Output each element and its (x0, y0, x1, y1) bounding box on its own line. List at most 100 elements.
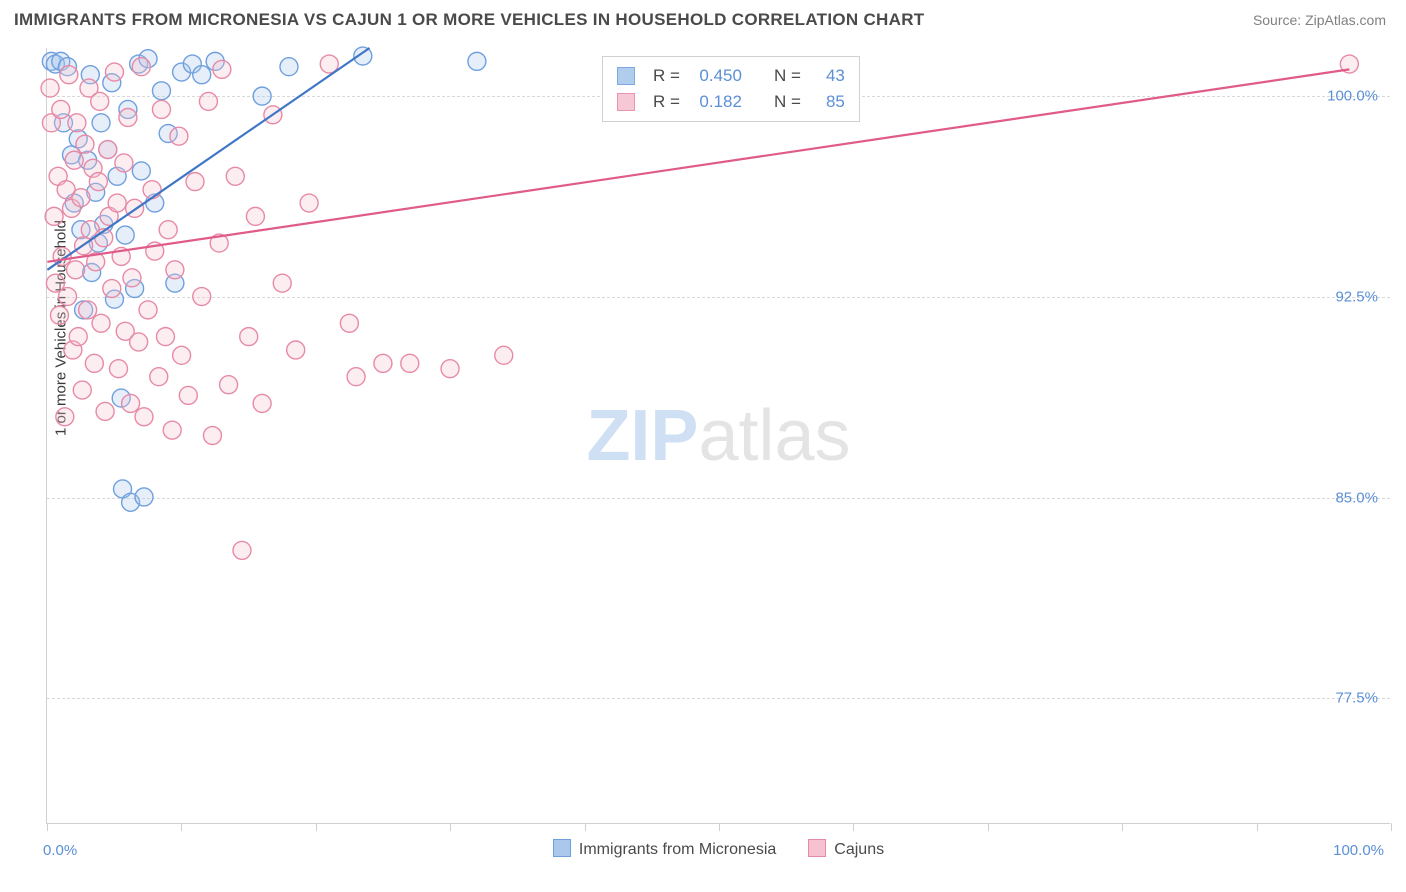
corr-r-value: 0.182 (690, 89, 742, 115)
scatter-point (89, 173, 107, 191)
legend-item: Immigrants from Micronesia (553, 839, 776, 859)
scatter-point (132, 58, 150, 76)
legend-swatch (808, 839, 826, 857)
x-tick (719, 823, 720, 831)
scatter-point (246, 207, 264, 225)
scatter-point (116, 226, 134, 244)
legend-swatch (617, 67, 635, 85)
scatter-point (110, 360, 128, 378)
x-tick (853, 823, 854, 831)
corr-n-label: N = (774, 63, 801, 89)
scatter-point (139, 301, 157, 319)
scatter-point (69, 328, 87, 346)
scatter-point (163, 421, 181, 439)
legend-swatch (553, 839, 571, 857)
x-tick (1257, 823, 1258, 831)
scatter-point (56, 408, 74, 426)
scatter-point (152, 82, 170, 100)
scatter-point (41, 79, 59, 97)
scatter-point (92, 114, 110, 132)
scatter-point (199, 92, 217, 110)
scatter-point (79, 301, 97, 319)
scatter-point (119, 108, 137, 126)
x-tick (585, 823, 586, 831)
scatter-point (441, 360, 459, 378)
scatter-point (105, 63, 123, 81)
scatter-point (73, 381, 91, 399)
x-tick (316, 823, 317, 831)
corr-r-label: R = (653, 63, 680, 89)
scatter-point (60, 66, 78, 84)
scatter-point (143, 181, 161, 199)
scatter-point (347, 368, 365, 386)
scatter-point (122, 394, 140, 412)
scatter-point (156, 328, 174, 346)
scatter-point (468, 52, 486, 70)
corr-n-label: N = (774, 89, 801, 115)
correlation-row: R = 0.450 N = 43 (617, 63, 845, 89)
scatter-point (135, 408, 153, 426)
source-attribution: Source: ZipAtlas.com (1253, 12, 1386, 28)
scatter-point (203, 427, 221, 445)
scatter-point (135, 488, 153, 506)
scatter-point (130, 333, 148, 351)
x-tick (1391, 823, 1392, 831)
corr-n-value: 85 (811, 89, 845, 115)
scatter-point (103, 280, 121, 298)
legend-item: Cajuns (808, 839, 884, 859)
scatter-point (45, 207, 63, 225)
scatter-point (401, 354, 419, 372)
scatter-point (92, 314, 110, 332)
legend-label: Immigrants from Micronesia (579, 841, 776, 858)
chart-plot-area: 100.0%92.5%85.0%77.5% 1 or more Vehicles… (46, 48, 1390, 824)
scatter-point (287, 341, 305, 359)
scatter-point (193, 288, 211, 306)
corr-r-value: 0.450 (690, 63, 742, 89)
scatter-point (96, 402, 114, 420)
series-legend: Immigrants from Micronesia Cajuns (47, 839, 1390, 859)
scatter-point (115, 154, 133, 172)
x-tick (47, 823, 48, 831)
scatter-point (220, 376, 238, 394)
scatter-point (213, 60, 231, 78)
corr-n-value: 43 (811, 63, 845, 89)
scatter-point (50, 306, 68, 324)
scatter-point (166, 261, 184, 279)
scatter-point (76, 135, 94, 153)
scatter-point (159, 221, 177, 239)
scatter-point (193, 66, 211, 84)
legend-swatch (617, 93, 635, 111)
scatter-point (253, 87, 271, 105)
scatter-point (68, 114, 86, 132)
scatter-point (99, 141, 117, 159)
scatter-point (85, 354, 103, 372)
x-tick (1122, 823, 1123, 831)
scatter-point (91, 92, 109, 110)
scatter-point (67, 261, 85, 279)
legend-label: Cajuns (834, 841, 884, 858)
scatter-point (65, 151, 83, 169)
scatter-point (226, 167, 244, 185)
corr-r-label: R = (653, 89, 680, 115)
scatter-point (170, 127, 188, 145)
scatter-point (108, 194, 126, 212)
chart-title: IMMIGRANTS FROM MICRONESIA VS CAJUN 1 OR… (14, 10, 924, 30)
scatter-point (173, 346, 191, 364)
scatter-point (495, 346, 513, 364)
scatter-point (72, 189, 90, 207)
scatter-point (340, 314, 358, 332)
scatter-point (240, 328, 258, 346)
scatter-point (186, 173, 204, 191)
scatter-point (273, 274, 291, 292)
scatter-point (300, 194, 318, 212)
scatter-point (123, 269, 141, 287)
scatter-point (52, 100, 70, 118)
scatter-point (152, 100, 170, 118)
scatter-point (253, 394, 271, 412)
scatter-point (374, 354, 392, 372)
correlation-legend-box: R = 0.450 N = 43 R = 0.182 N = 85 (602, 56, 860, 122)
x-tick (181, 823, 182, 831)
scatter-point (280, 58, 298, 76)
scatter-point (132, 162, 150, 180)
scatter-svg (47, 48, 1390, 823)
